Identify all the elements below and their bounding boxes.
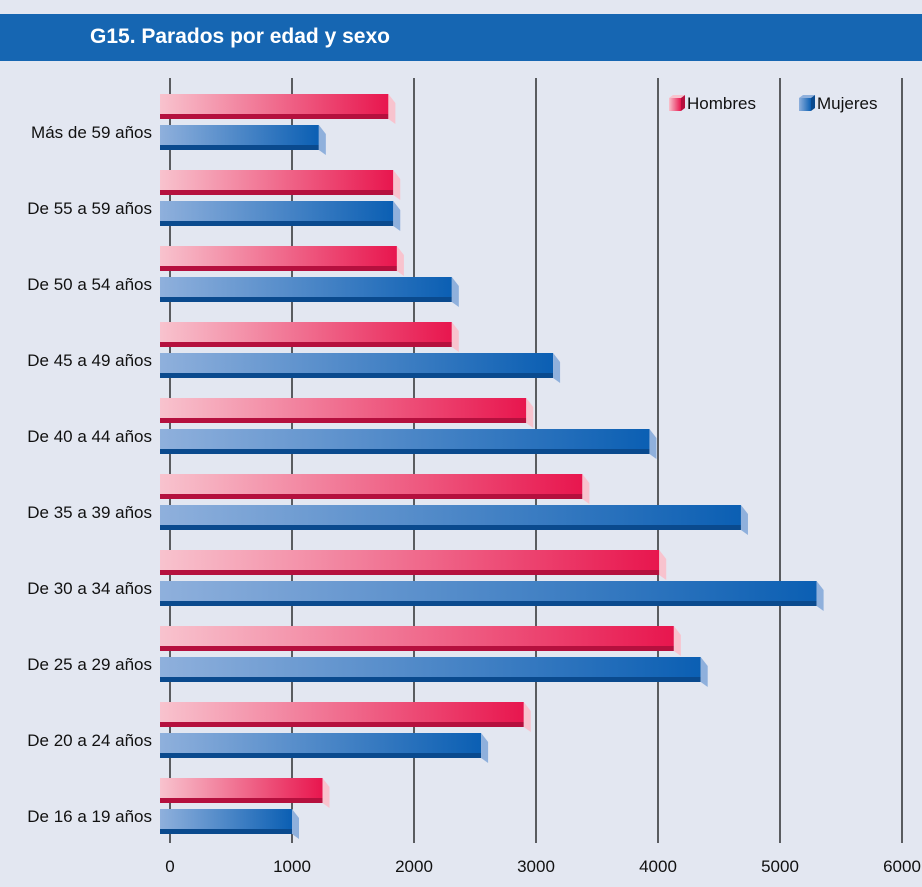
bar-end-cap [322, 778, 330, 808]
legend-label: Hombres [687, 94, 756, 113]
blue-cube-icon-side [811, 95, 815, 111]
x-tick-label: 1000 [273, 857, 311, 876]
y-category-label: De 20 a 24 años [27, 731, 152, 750]
bar-hombres [160, 474, 583, 494]
bar-hombres [160, 626, 674, 646]
bar-end-cap [659, 550, 667, 580]
x-axis-tick-labels: 0 1000 2000 3000 4000 5000 6000 [165, 857, 921, 876]
bar-end-cap [526, 398, 534, 428]
y-category-label: De 25 a 29 años [27, 655, 152, 674]
y-category-label: De 50 a 54 años [27, 275, 152, 294]
blue-cube-icon [799, 98, 811, 111]
y-category-label: De 16 a 19 años [27, 807, 152, 826]
bar-mujeres [160, 429, 650, 449]
bar-hombres [160, 550, 660, 570]
bar-end-cap [582, 474, 590, 504]
bar-mujeres [160, 125, 319, 145]
blue-cube-icon-top [799, 95, 815, 98]
pink-cube-icon-side [681, 95, 685, 111]
legend-label: Mujeres [817, 94, 877, 113]
x-tick-label: 5000 [761, 857, 799, 876]
bar-mujeres [160, 733, 482, 753]
pink-cube-icon [669, 98, 681, 111]
bar-end-cap [388, 94, 396, 124]
x-tick-label: 2000 [395, 857, 433, 876]
bar-end-cap [673, 626, 681, 656]
x-tick-label: 6000 [883, 857, 921, 876]
bar-hombres [160, 246, 397, 266]
bar-end-cap [816, 581, 824, 611]
bar-end-cap [523, 702, 531, 732]
bar-hombres [160, 778, 323, 798]
bar-shadow [160, 798, 323, 803]
bar-end-cap [700, 657, 708, 687]
bar-shadow [160, 570, 660, 575]
legend-box [661, 84, 895, 128]
bar-end-cap [740, 505, 748, 535]
bar-shadow [160, 494, 583, 499]
bar-shadow [160, 266, 397, 271]
bar-mujeres [160, 657, 701, 677]
bar-shadow [160, 525, 741, 530]
bar-end-cap [393, 201, 401, 231]
y-axis-labels: Más de 59 años De 55 a 59 años De 50 a 54 … [27, 123, 152, 826]
bar-hombres [160, 702, 524, 722]
y-category-label: De 35 a 39 años [27, 503, 152, 522]
y-category-label: De 45 a 49 años [27, 351, 152, 370]
y-category-label: De 30 a 34 años [27, 579, 152, 598]
bar-end-cap [393, 170, 401, 200]
x-tick-label: 4000 [639, 857, 677, 876]
bar-mujeres [160, 353, 554, 373]
y-category-label: De 40 a 44 años [27, 427, 152, 446]
bar-shadow [160, 677, 701, 682]
bar-end-cap [396, 246, 404, 276]
bar-shadow [160, 190, 394, 195]
bars [160, 94, 824, 839]
x-tick-label: 0 [165, 857, 174, 876]
chart-header: G15. Parados por edad y sexo [0, 14, 922, 61]
bar-shadow [160, 114, 389, 119]
bar-mujeres [160, 505, 741, 525]
bar-mujeres [160, 581, 817, 601]
bar-mujeres [160, 201, 394, 221]
bar-end-cap [649, 429, 657, 459]
bar-shadow [160, 145, 319, 150]
chart-title: G15. Parados por edad y sexo [90, 25, 390, 48]
bar-end-cap [292, 809, 299, 839]
pink-cube-icon-top [669, 95, 685, 98]
bar-shadow [160, 646, 674, 651]
bar-end-cap [318, 125, 326, 155]
bar-shadow [160, 418, 527, 423]
bar-mujeres [160, 809, 292, 829]
bar-shadow [160, 221, 394, 226]
bar-shadow [160, 342, 452, 347]
bar-end-cap [451, 277, 459, 307]
bar-shadow [160, 722, 524, 727]
bar-end-cap [553, 353, 561, 383]
bar-end-cap [481, 733, 489, 763]
bar-shadow [160, 601, 817, 606]
bar-mujeres [160, 277, 452, 297]
bar-hombres [160, 398, 527, 418]
y-category-label: De 55 a 59 años [27, 199, 152, 218]
bar-shadow [160, 829, 292, 834]
bar-shadow [160, 297, 452, 302]
bar-hombres [160, 170, 394, 190]
bar-shadow [160, 373, 554, 378]
legend: Hombres Mujeres [661, 84, 895, 128]
y-category-label: Más de 59 años [31, 123, 152, 142]
x-tick-label: 3000 [517, 857, 555, 876]
bar-hombres [160, 94, 389, 114]
bar-end-cap [451, 322, 459, 352]
bar-hombres [160, 322, 452, 342]
bar-shadow [160, 753, 482, 758]
bar-shadow [160, 449, 650, 454]
